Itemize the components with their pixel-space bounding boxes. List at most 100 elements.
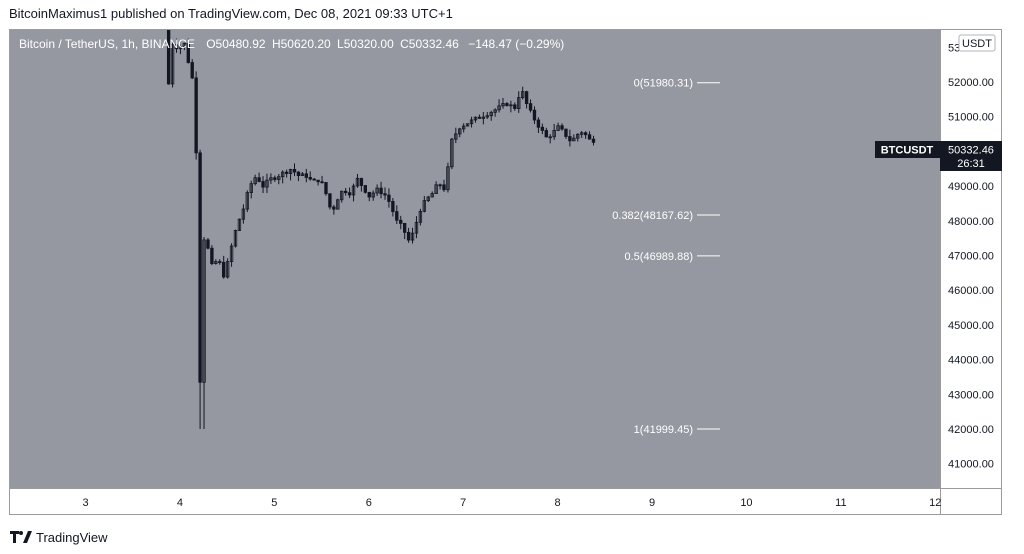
- currency-label[interactable]: USDT: [958, 34, 996, 52]
- candle-body: [182, 42, 187, 48]
- candle-body: [473, 116, 478, 121]
- footer[interactable]: TradingView: [10, 528, 108, 546]
- fib-level-label: 0.382(48167.62): [612, 210, 693, 222]
- candle-body: [174, 44, 179, 50]
- candle-body: [481, 116, 486, 119]
- candle-body: [568, 136, 572, 142]
- candle-body: [170, 44, 175, 85]
- bar-countdown-text: 26:31: [957, 158, 985, 170]
- time-tick-label: 4: [177, 497, 183, 509]
- candle-body: [300, 173, 305, 176]
- candle-body: [540, 126, 545, 131]
- candle-body: [343, 190, 348, 194]
- price-tick-label: 45000.00: [948, 320, 994, 332]
- candle-body: [288, 169, 293, 174]
- candle-body: [206, 239, 210, 249]
- candle-body: [190, 62, 194, 79]
- candle-body: [442, 184, 446, 191]
- time-tick-label: 6: [366, 497, 372, 509]
- time-tick-label: 9: [649, 497, 655, 509]
- candle-body: [241, 208, 246, 220]
- candle-body: [536, 119, 541, 128]
- candle-body: [560, 125, 564, 130]
- candle-body: [587, 134, 592, 140]
- candle-body: [328, 193, 332, 208]
- candle-body: [477, 116, 482, 119]
- candle-body: [284, 171, 289, 174]
- publisher-line: BitcoinMaximus1 published on TradingView…: [9, 6, 453, 21]
- fib-level-label: 0.5(46989.88): [625, 251, 694, 263]
- candle-body: [544, 130, 548, 138]
- candle-body: [261, 181, 265, 188]
- legend-symbol: Bitcoin / TetherUS, 1h, BINANCE: [19, 37, 195, 51]
- price-tick-label: 46000.00: [948, 285, 994, 297]
- candle-body: [430, 193, 434, 198]
- candle-body: [194, 77, 198, 154]
- currency-label-text: USDT: [962, 38, 992, 50]
- candle-body: [312, 178, 316, 181]
- price-axis[interactable]: 41000.00 42000.00 43000.00 44000.00 45000.00…: [948, 42, 994, 470]
- candle-body: [418, 210, 423, 223]
- candle-body: [332, 206, 336, 210]
- candle-body: [572, 137, 576, 142]
- candle-body: [229, 245, 234, 262]
- price-tick-label: 41000.00: [948, 459, 994, 471]
- candle-body: [245, 192, 249, 210]
- legend-open: 50480.92: [215, 37, 266, 51]
- candle-body: [434, 184, 438, 195]
- candle-body: [336, 199, 340, 210]
- candle-body: [292, 169, 297, 173]
- candle-body: [296, 171, 301, 176]
- price-tick-label: 48000.00: [948, 216, 994, 228]
- legend-change: −148.47 (−0.29%): [468, 37, 565, 51]
- time-tick-label: 3: [82, 497, 88, 509]
- price-chart[interactable]: 0(51980.31) 0.382(48167.62) 0.5(46989.88) 1…: [9, 29, 1002, 515]
- time-axis[interactable]: 3 4 5 6 7 8 9 10 11 12: [82, 497, 941, 509]
- candle-body: [166, 30, 171, 85]
- candle-body: [347, 192, 352, 196]
- symbol-tag: [875, 141, 940, 158]
- candle-body: [450, 138, 454, 168]
- plot-area[interactable]: [10, 30, 940, 488]
- candle-body: [395, 211, 399, 221]
- last-price-text: 50332.46: [948, 145, 994, 157]
- candle-body: [552, 129, 556, 138]
- candle-body: [402, 223, 407, 233]
- candle-body: [521, 91, 525, 98]
- candle-body: [422, 200, 427, 212]
- legend-open-label: O: [206, 37, 216, 51]
- candle-body: [461, 125, 466, 130]
- candle-body: [237, 218, 242, 231]
- candle-body: [576, 133, 580, 139]
- candle-body: [465, 123, 470, 127]
- candle-body: [222, 261, 226, 278]
- candle-body: [505, 103, 509, 107]
- candle-body: [351, 185, 356, 196]
- candle-body: [233, 230, 238, 247]
- candle-body: [375, 187, 379, 194]
- time-tick-label: 12: [929, 497, 941, 509]
- candle-body: [524, 91, 529, 105]
- candle-body: [178, 46, 183, 50]
- candle-body: [281, 171, 285, 178]
- candle-body: [454, 133, 458, 140]
- candle-body: [485, 115, 489, 118]
- fib-level-label: 0(51980.31): [634, 78, 693, 90]
- candle-body: [186, 42, 190, 63]
- time-tick-label: 11: [835, 497, 846, 509]
- candle-body: [446, 166, 450, 191]
- candle-body: [469, 119, 474, 125]
- candle-body: [218, 261, 222, 263]
- candle-body: [580, 132, 584, 135]
- candle-body: [501, 103, 505, 107]
- tradingview-brand: TradingView: [36, 529, 108, 545]
- candle-body: [320, 181, 324, 184]
- candle-body: [564, 128, 568, 137]
- candle-body: [583, 132, 588, 136]
- candle-body: [249, 183, 253, 193]
- candle-body: [324, 182, 328, 195]
- candles-group: [166, 30, 596, 430]
- candle-body: [277, 176, 281, 180]
- candle-body: [225, 261, 230, 278]
- symbol-tag-text: BTCUSDT: [881, 145, 934, 157]
